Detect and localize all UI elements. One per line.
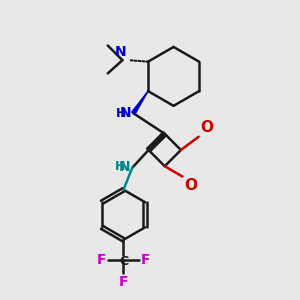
Text: F: F [119, 275, 128, 289]
Text: H: H [116, 107, 126, 120]
Polygon shape [132, 91, 148, 114]
Text: F: F [97, 253, 106, 267]
Text: H: H [115, 160, 125, 173]
Text: O: O [200, 120, 213, 135]
Text: O: O [184, 178, 197, 193]
Text: N: N [119, 160, 131, 174]
Text: F: F [141, 253, 150, 267]
Text: N: N [120, 106, 132, 120]
Text: N: N [115, 45, 127, 59]
Text: C: C [119, 255, 128, 268]
